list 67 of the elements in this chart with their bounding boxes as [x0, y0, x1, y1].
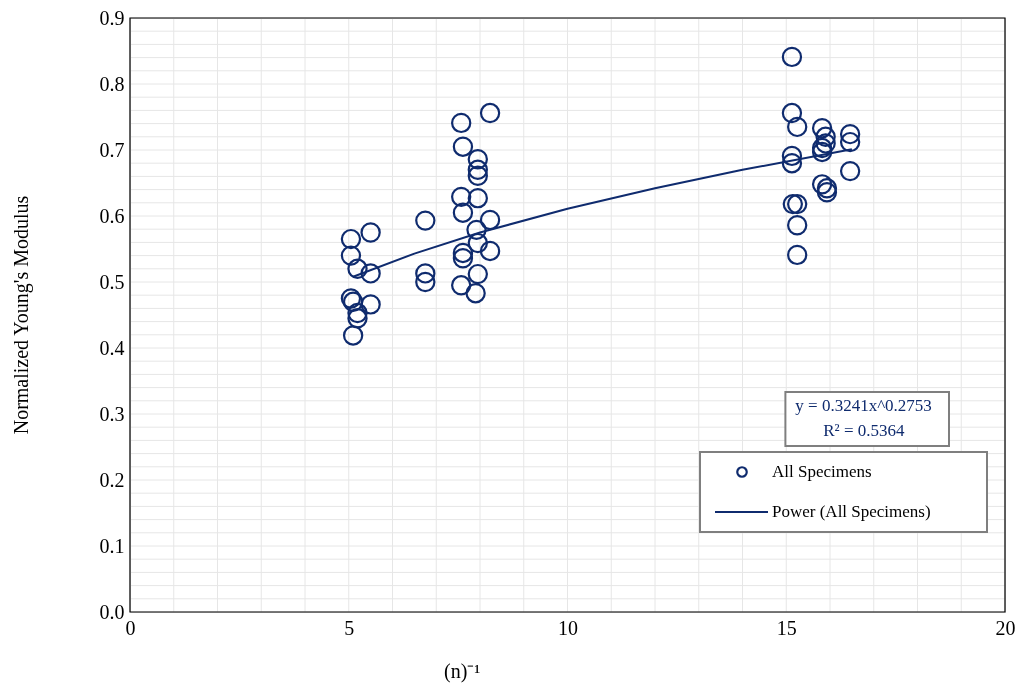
annotation: y = 0.3241x^0.2753 [795, 396, 932, 415]
legend-label: All Specimens [772, 462, 872, 481]
point [452, 242, 474, 264]
point [811, 118, 833, 139]
point [340, 228, 362, 250]
point [360, 222, 381, 243]
y-tick-label: 0.3 [99, 402, 125, 425]
point [466, 219, 487, 241]
x-tick-label: 0 [125, 616, 136, 639]
point [781, 46, 803, 68]
x-tick-label: 20 [995, 616, 1016, 639]
point [452, 202, 474, 223]
point [815, 133, 836, 154]
x-tick-label: 5 [344, 616, 355, 639]
point [479, 209, 501, 231]
y-tick-label: 0.2 [99, 468, 125, 491]
y-tick-label: 0.6 [99, 204, 125, 227]
x-tick-label: 10 [558, 616, 578, 639]
point [360, 263, 381, 284]
point [839, 131, 861, 153]
point [347, 308, 368, 329]
y-tick-label: 0.1 [99, 534, 125, 557]
y-tick-label: 0.9 [99, 6, 125, 29]
point [347, 302, 368, 324]
point [787, 215, 808, 236]
point [360, 294, 381, 315]
point [479, 102, 501, 124]
point [342, 325, 364, 346]
point [781, 145, 803, 167]
point [467, 232, 488, 254]
point [839, 160, 861, 182]
point [787, 116, 808, 138]
point [811, 174, 833, 195]
point [415, 263, 436, 284]
point [815, 126, 836, 147]
point [839, 123, 861, 145]
y-tick-label: 0.4 [99, 336, 125, 359]
point [452, 136, 474, 157]
point [479, 240, 501, 262]
point [781, 102, 803, 124]
point [467, 149, 488, 170]
point [467, 263, 488, 285]
point [451, 112, 472, 134]
point [415, 271, 436, 293]
point [467, 188, 488, 209]
point [451, 275, 472, 296]
annotation: R² = 0.5364 [823, 421, 906, 440]
legend-label: Power (All Specimens) [772, 502, 931, 521]
y-axis-title: Normalized Young's Modulus [10, 195, 33, 435]
point [415, 210, 436, 231]
x-axis-title: (n)⁻¹ [444, 660, 481, 683]
y-tick-label: 0.7 [99, 138, 125, 161]
point [787, 244, 808, 266]
point [781, 153, 803, 174]
point [347, 258, 368, 279]
point [340, 245, 362, 266]
y-tick-label: 0.5 [99, 270, 125, 293]
point [467, 165, 488, 186]
point [467, 159, 488, 180]
point [451, 186, 472, 208]
y-tick-label: 0.0 [99, 600, 125, 623]
x-tick-label: 15 [776, 616, 797, 639]
y-tick-label: 0.8 [99, 72, 125, 95]
point [465, 283, 486, 304]
point [782, 193, 803, 215]
point [787, 193, 808, 215]
point [452, 248, 474, 269]
